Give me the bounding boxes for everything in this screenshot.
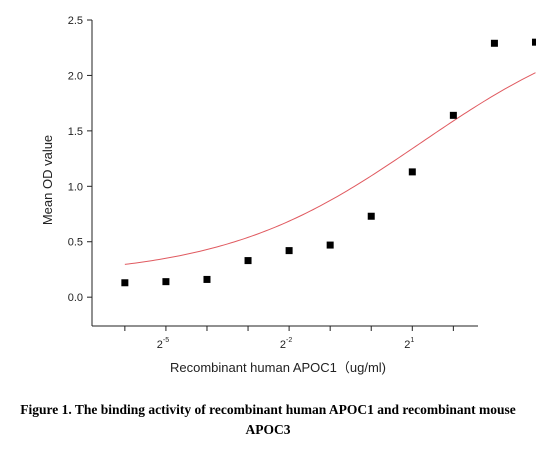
x-tick-label-base: 2	[404, 339, 410, 351]
x-tick-label-base: 2	[157, 339, 163, 351]
figure-caption: Figure 1. The binding activity of recomb…	[0, 400, 536, 440]
fit-curve	[124, 72, 536, 265]
x-tick-label: 2-2	[280, 337, 292, 351]
data-point	[408, 168, 416, 176]
x-tick-label-base: 2	[280, 339, 286, 351]
data-point	[285, 247, 293, 255]
y-tick-label: 2.0	[68, 70, 83, 82]
data-point	[203, 275, 211, 283]
y-tick-label: 0.5	[68, 237, 83, 249]
data-point	[449, 111, 457, 119]
y-tick-label: 1.0	[68, 181, 83, 193]
x-tick-label-exponent: -2	[286, 337, 292, 344]
y-tick-label: 2.5	[68, 15, 83, 27]
caption-line-2: APOC3	[245, 422, 291, 437]
data-point	[244, 257, 252, 265]
data-points	[121, 38, 536, 287]
chart: 0.00.51.01.52.02.5 2-5 2-2 21 Mean OD valu…	[40, 15, 536, 375]
data-point	[531, 38, 536, 46]
x-tick-label: 21	[404, 337, 414, 351]
x-tick-label-exponent: 1	[410, 337, 414, 344]
data-point	[367, 212, 375, 220]
y-ticks: 0.0 0.5 1.0 1.5 2.0 2.5	[68, 15, 92, 304]
y-tick-label: 0.0	[68, 292, 83, 304]
x-axis-title: Recombinant human APOC1（ug/ml)	[170, 360, 386, 375]
x-tick-label-exponent: -5	[163, 337, 169, 344]
y-axis-title: Mean OD value	[40, 135, 55, 225]
caption-line-1: Figure 1. The binding activity of recomb…	[20, 402, 516, 417]
data-point	[326, 241, 334, 249]
x-ticks: 2-5 2-2 21	[124, 326, 454, 351]
y-tick-label: 1.5	[68, 126, 83, 138]
data-point	[162, 278, 170, 286]
data-point	[490, 39, 498, 47]
x-tick-label: 2-5	[157, 337, 169, 351]
data-point	[121, 279, 129, 287]
